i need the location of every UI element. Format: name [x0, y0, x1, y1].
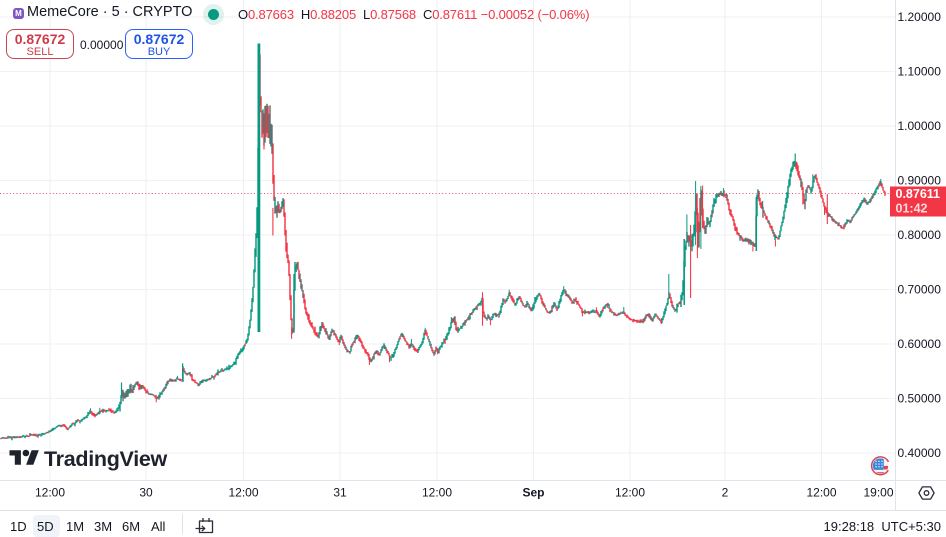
svg-text:2: 2 [722, 486, 729, 500]
svg-text:12:00: 12:00 [806, 486, 836, 500]
svg-text:TradingView: TradingView [44, 447, 168, 471]
svg-text:01:42: 01:42 [896, 202, 928, 216]
svg-text:12:00: 12:00 [35, 486, 65, 500]
svg-text:0.60000: 0.60000 [898, 337, 942, 351]
svg-text:1.00000: 1.00000 [898, 119, 942, 133]
svg-text:0.70000: 0.70000 [898, 283, 942, 297]
svg-text:0.90000: 0.90000 [898, 174, 942, 188]
svg-text:31: 31 [333, 486, 347, 500]
svg-text:0.80000: 0.80000 [898, 228, 942, 242]
svg-text:12:00: 12:00 [228, 486, 258, 500]
svg-text:0.87611: 0.87611 [896, 187, 941, 201]
svg-text:19:00: 19:00 [863, 486, 893, 500]
svg-text:30: 30 [139, 486, 153, 500]
svg-text:1.20000: 1.20000 [898, 10, 942, 24]
svg-text:12:00: 12:00 [615, 486, 645, 500]
svg-text:Sep: Sep [522, 486, 544, 500]
svg-text:0.50000: 0.50000 [898, 392, 942, 406]
svg-text:12:00: 12:00 [422, 486, 452, 500]
svg-text:0.40000: 0.40000 [898, 446, 942, 460]
svg-text:1.10000: 1.10000 [898, 65, 942, 79]
